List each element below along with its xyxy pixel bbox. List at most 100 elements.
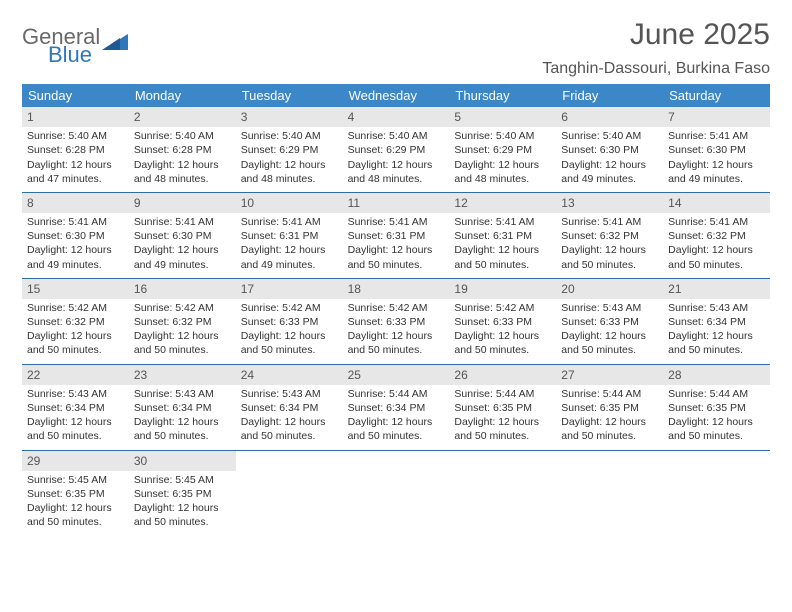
- sunset-text: Sunset: 6:34 PM: [134, 401, 231, 415]
- dayhead-wednesday: Wednesday: [343, 84, 450, 107]
- daylight-text-1: Daylight: 12 hours: [348, 415, 445, 429]
- calendar-cell: 23Sunrise: 5:43 AMSunset: 6:34 PMDayligh…: [129, 365, 236, 450]
- dayhead-monday: Monday: [129, 84, 236, 107]
- day-number: 14: [663, 193, 770, 213]
- dayhead-friday: Friday: [556, 84, 663, 107]
- daylight-text-1: Daylight: 12 hours: [668, 158, 765, 172]
- calendar-week: 22Sunrise: 5:43 AMSunset: 6:34 PMDayligh…: [22, 365, 770, 451]
- daylight-text-1: Daylight: 12 hours: [348, 158, 445, 172]
- calendar-cell: 15Sunrise: 5:42 AMSunset: 6:32 PMDayligh…: [22, 279, 129, 364]
- sunset-text: Sunset: 6:35 PM: [27, 487, 124, 501]
- day-number: 18: [343, 279, 450, 299]
- calendar-cell: 12Sunrise: 5:41 AMSunset: 6:31 PMDayligh…: [449, 193, 556, 278]
- day-details: Sunrise: 5:42 AMSunset: 6:33 PMDaylight:…: [343, 299, 450, 364]
- page-title: June 2025: [542, 18, 770, 52]
- sunset-text: Sunset: 6:32 PM: [668, 229, 765, 243]
- sunset-text: Sunset: 6:34 PM: [668, 315, 765, 329]
- sunrise-text: Sunrise: 5:43 AM: [668, 301, 765, 315]
- daylight-text-2: and 50 minutes.: [454, 258, 551, 272]
- daylight-text-2: and 49 minutes.: [241, 258, 338, 272]
- day-details: Sunrise: 5:44 AMSunset: 6:35 PMDaylight:…: [556, 385, 663, 450]
- sunrise-text: Sunrise: 5:44 AM: [668, 387, 765, 401]
- day-details: Sunrise: 5:41 AMSunset: 6:30 PMDaylight:…: [663, 127, 770, 192]
- day-details: Sunrise: 5:45 AMSunset: 6:35 PMDaylight:…: [129, 471, 236, 536]
- day-number: 29: [22, 451, 129, 471]
- calendar-cell: 11Sunrise: 5:41 AMSunset: 6:31 PMDayligh…: [343, 193, 450, 278]
- calendar-cell: 3Sunrise: 5:40 AMSunset: 6:29 PMDaylight…: [236, 107, 343, 192]
- day-details: Sunrise: 5:44 AMSunset: 6:35 PMDaylight:…: [449, 385, 556, 450]
- sunset-text: Sunset: 6:33 PM: [241, 315, 338, 329]
- daylight-text-1: Daylight: 12 hours: [27, 415, 124, 429]
- dayhead-tuesday: Tuesday: [236, 84, 343, 107]
- day-number: 26: [449, 365, 556, 385]
- calendar: Sunday Monday Tuesday Wednesday Thursday…: [22, 84, 770, 535]
- sunset-text: Sunset: 6:29 PM: [348, 143, 445, 157]
- calendar-cell: 13Sunrise: 5:41 AMSunset: 6:32 PMDayligh…: [556, 193, 663, 278]
- day-number: 13: [556, 193, 663, 213]
- sunrise-text: Sunrise: 5:40 AM: [241, 129, 338, 143]
- logo-word-2: Blue: [48, 44, 100, 66]
- calendar-cell: 22Sunrise: 5:43 AMSunset: 6:34 PMDayligh…: [22, 365, 129, 450]
- daylight-text-2: and 50 minutes.: [134, 429, 231, 443]
- day-details: Sunrise: 5:40 AMSunset: 6:28 PMDaylight:…: [22, 127, 129, 192]
- calendar-cell: [343, 451, 450, 536]
- daylight-text-2: and 50 minutes.: [241, 343, 338, 357]
- day-details: Sunrise: 5:40 AMSunset: 6:29 PMDaylight:…: [343, 127, 450, 192]
- sunset-text: Sunset: 6:35 PM: [561, 401, 658, 415]
- day-details: Sunrise: 5:43 AMSunset: 6:34 PMDaylight:…: [663, 299, 770, 364]
- calendar-cell: 8Sunrise: 5:41 AMSunset: 6:30 PMDaylight…: [22, 193, 129, 278]
- daylight-text-2: and 50 minutes.: [241, 429, 338, 443]
- sunrise-text: Sunrise: 5:43 AM: [27, 387, 124, 401]
- calendar-cell: 18Sunrise: 5:42 AMSunset: 6:33 PMDayligh…: [343, 279, 450, 364]
- day-details: Sunrise: 5:41 AMSunset: 6:31 PMDaylight:…: [343, 213, 450, 278]
- day-details: Sunrise: 5:44 AMSunset: 6:34 PMDaylight:…: [343, 385, 450, 450]
- day-details: Sunrise: 5:43 AMSunset: 6:33 PMDaylight:…: [556, 299, 663, 364]
- sunset-text: Sunset: 6:32 PM: [134, 315, 231, 329]
- sunrise-text: Sunrise: 5:41 AM: [134, 215, 231, 229]
- day-number: 27: [556, 365, 663, 385]
- day-details: Sunrise: 5:41 AMSunset: 6:32 PMDaylight:…: [663, 213, 770, 278]
- day-details: Sunrise: 5:42 AMSunset: 6:32 PMDaylight:…: [129, 299, 236, 364]
- sunrise-text: Sunrise: 5:41 AM: [668, 129, 765, 143]
- daylight-text-1: Daylight: 12 hours: [454, 243, 551, 257]
- sunset-text: Sunset: 6:29 PM: [241, 143, 338, 157]
- daylight-text-1: Daylight: 12 hours: [454, 329, 551, 343]
- daylight-text-2: and 50 minutes.: [561, 429, 658, 443]
- sunset-text: Sunset: 6:34 PM: [241, 401, 338, 415]
- daylight-text-1: Daylight: 12 hours: [561, 158, 658, 172]
- day-details: Sunrise: 5:41 AMSunset: 6:32 PMDaylight:…: [556, 213, 663, 278]
- day-details: Sunrise: 5:41 AMSunset: 6:31 PMDaylight:…: [236, 213, 343, 278]
- day-details: Sunrise: 5:43 AMSunset: 6:34 PMDaylight:…: [236, 385, 343, 450]
- daylight-text-1: Daylight: 12 hours: [134, 243, 231, 257]
- sunset-text: Sunset: 6:35 PM: [134, 487, 231, 501]
- sunrise-text: Sunrise: 5:40 AM: [454, 129, 551, 143]
- daylight-text-1: Daylight: 12 hours: [27, 329, 124, 343]
- calendar-cell: 2Sunrise: 5:40 AMSunset: 6:28 PMDaylight…: [129, 107, 236, 192]
- calendar-cell: 27Sunrise: 5:44 AMSunset: 6:35 PMDayligh…: [556, 365, 663, 450]
- sunset-text: Sunset: 6:30 PM: [668, 143, 765, 157]
- sunrise-text: Sunrise: 5:45 AM: [27, 473, 124, 487]
- daylight-text-1: Daylight: 12 hours: [561, 243, 658, 257]
- daylight-text-1: Daylight: 12 hours: [134, 501, 231, 515]
- day-number: 25: [343, 365, 450, 385]
- sunset-text: Sunset: 6:30 PM: [27, 229, 124, 243]
- calendar-cell: [236, 451, 343, 536]
- day-number: 2: [129, 107, 236, 127]
- calendar-cell: 1Sunrise: 5:40 AMSunset: 6:28 PMDaylight…: [22, 107, 129, 192]
- sunrise-text: Sunrise: 5:43 AM: [561, 301, 658, 315]
- sunrise-text: Sunrise: 5:42 AM: [348, 301, 445, 315]
- day-number: 3: [236, 107, 343, 127]
- calendar-cell: 25Sunrise: 5:44 AMSunset: 6:34 PMDayligh…: [343, 365, 450, 450]
- day-details: Sunrise: 5:43 AMSunset: 6:34 PMDaylight:…: [129, 385, 236, 450]
- daylight-text-2: and 50 minutes.: [27, 429, 124, 443]
- sunrise-text: Sunrise: 5:44 AM: [348, 387, 445, 401]
- daylight-text-2: and 50 minutes.: [348, 429, 445, 443]
- day-number: 22: [22, 365, 129, 385]
- dayhead-saturday: Saturday: [663, 84, 770, 107]
- day-number: 8: [22, 193, 129, 213]
- sunrise-text: Sunrise: 5:42 AM: [27, 301, 124, 315]
- sunset-text: Sunset: 6:34 PM: [348, 401, 445, 415]
- sunset-text: Sunset: 6:32 PM: [27, 315, 124, 329]
- daylight-text-2: and 48 minutes.: [454, 172, 551, 186]
- logo: General Blue: [22, 18, 130, 66]
